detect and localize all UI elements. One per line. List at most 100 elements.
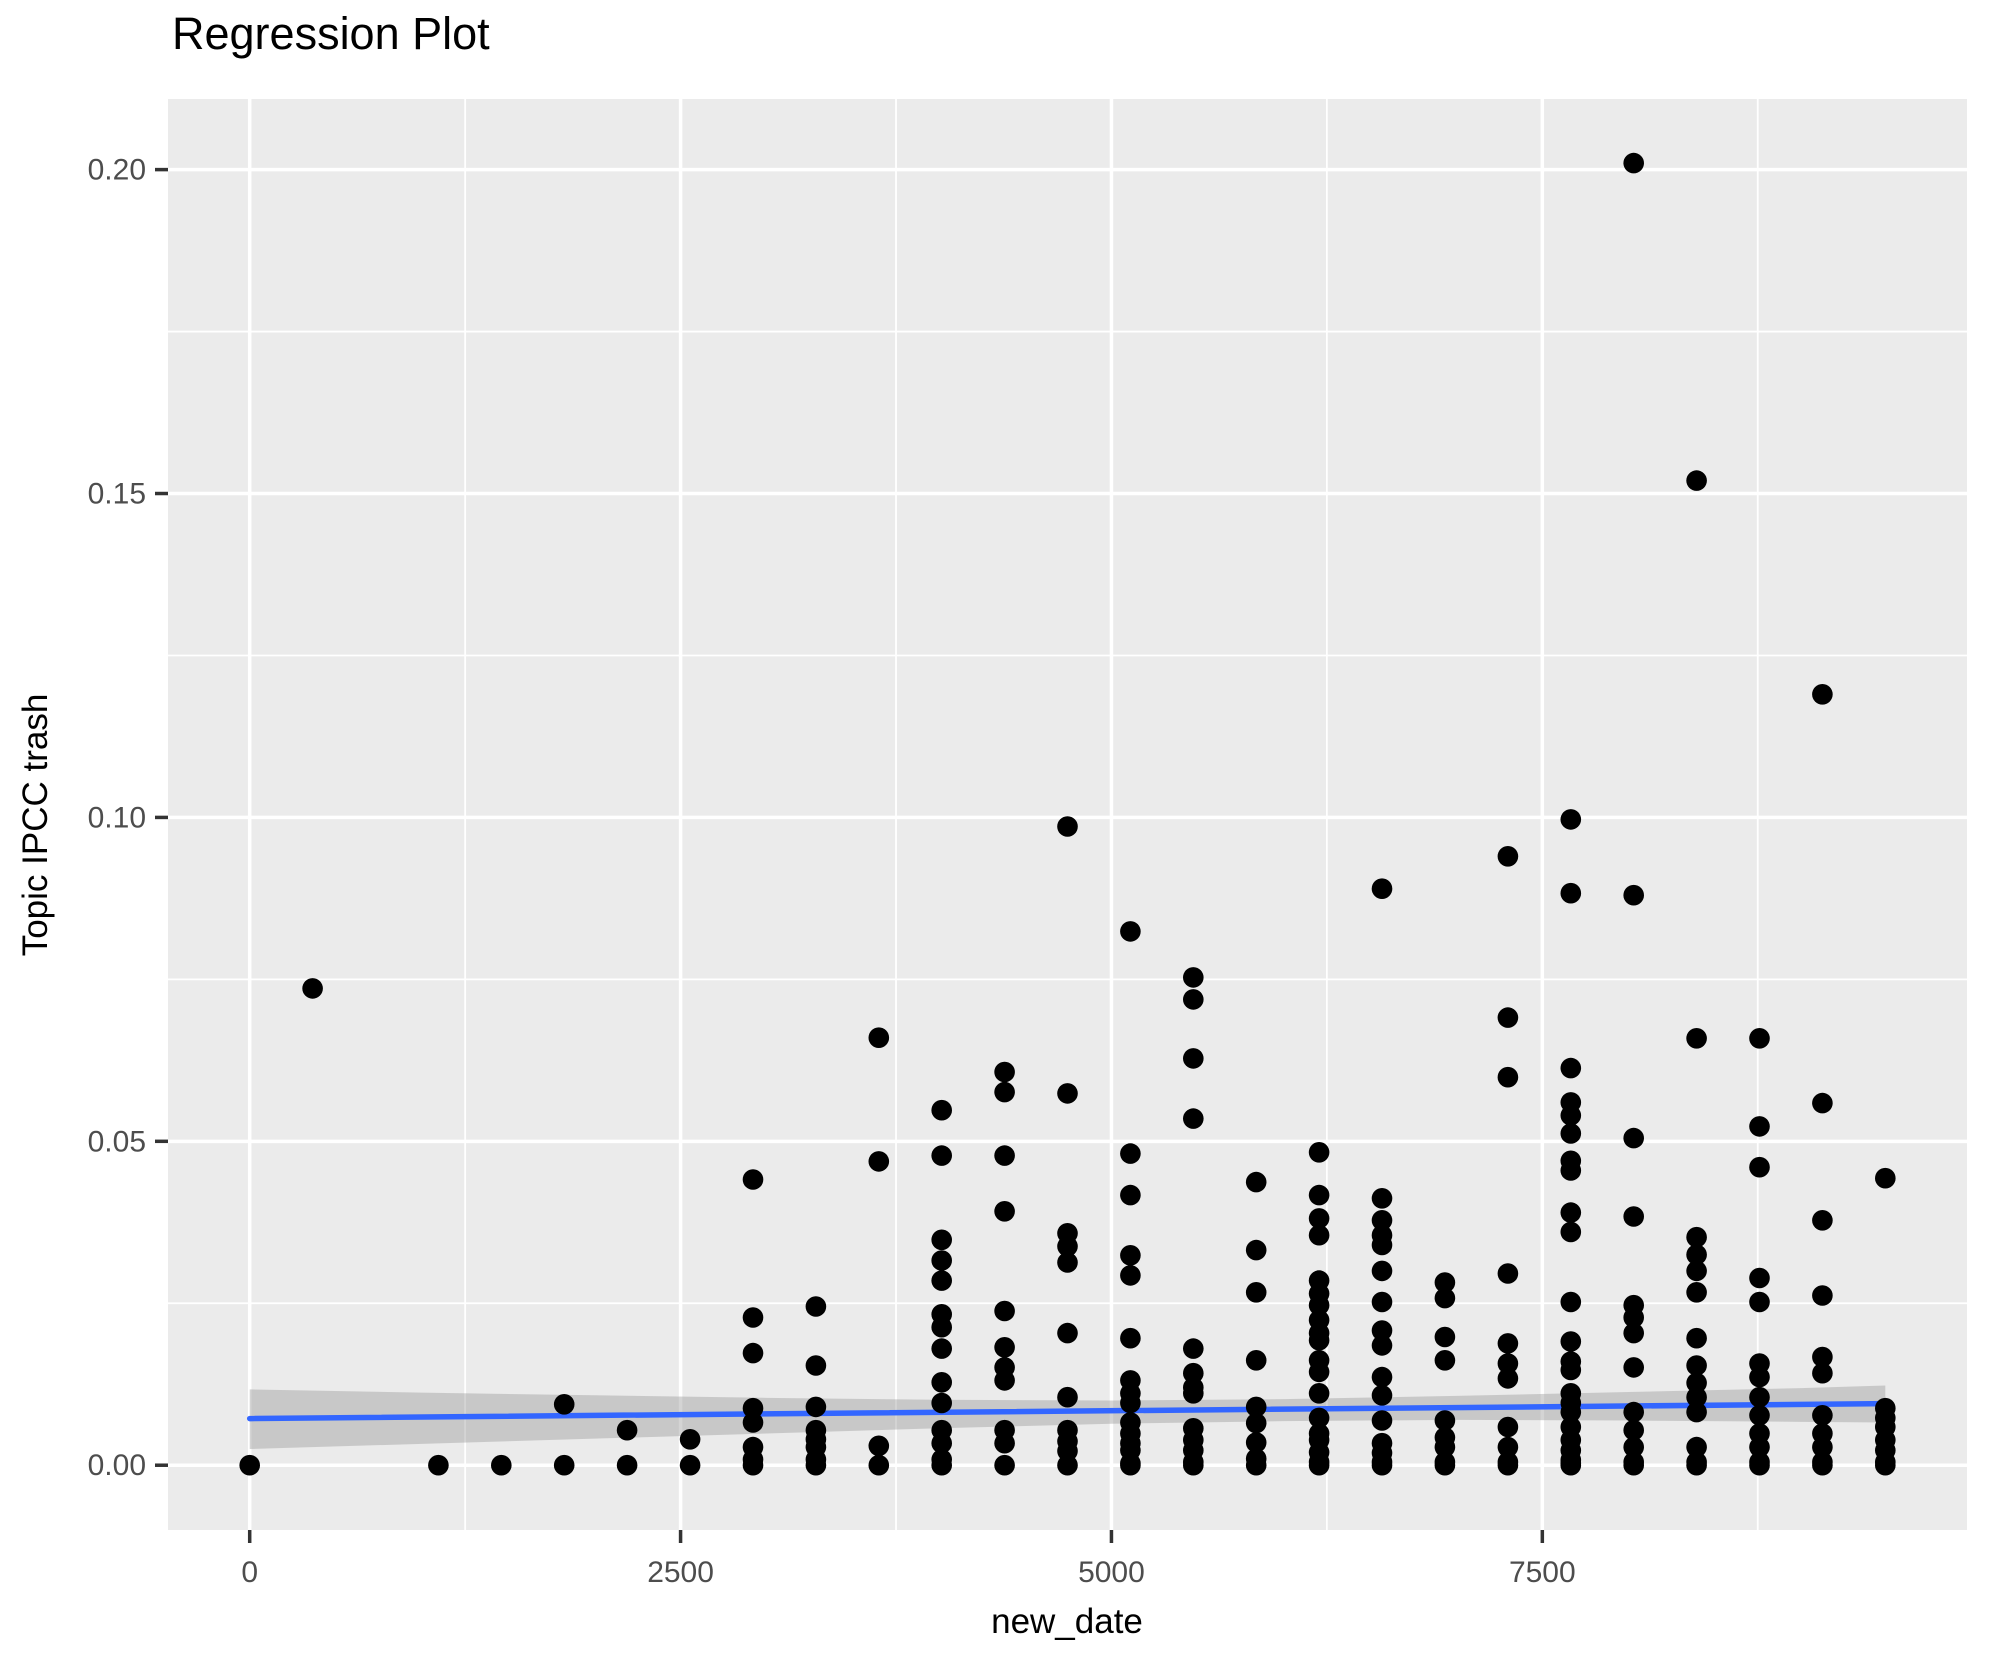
y-tick-label: 0.10 [88,801,146,834]
data-point [1245,1432,1267,1453]
data-point [1560,1105,1582,1126]
data-point [805,1396,827,1418]
data-point [1434,1436,1456,1458]
data-point [1183,1383,1204,1404]
data-point [1057,816,1078,837]
data-point [1308,1184,1330,1206]
data-point [1686,1454,1707,1476]
data-point [1434,1350,1456,1371]
data-point [994,1300,1015,1322]
data-point [1812,1405,1833,1426]
data-point [1623,884,1644,906]
data-point [1057,1236,1078,1257]
data-point [1749,1405,1770,1426]
data-point [1749,1436,1770,1458]
data-point [1434,1410,1456,1431]
data-point [931,1432,952,1454]
x-tick-label: 7500 [1509,1556,1576,1589]
data-point [931,1392,952,1414]
data-point [1120,1265,1141,1286]
x-tick-label: 2500 [647,1556,714,1589]
data-point [1749,1291,1770,1313]
data-point [1120,1454,1141,1476]
data-point [1875,1454,1896,1476]
data-point [1497,1333,1519,1354]
data-point [1623,1436,1644,1458]
data-point [1120,1392,1141,1414]
data-point [1497,1353,1519,1374]
data-point [1245,1454,1267,1476]
data-point [1623,1357,1644,1378]
data-point [1749,1267,1770,1289]
data-point [302,978,323,999]
data-point [931,1454,952,1476]
data-point [1560,1202,1582,1223]
data-point [1371,1454,1393,1476]
data-point [1245,1412,1267,1434]
data-point [1749,1386,1770,1408]
data-point [931,1099,952,1121]
data-point [1371,1291,1393,1313]
data-point [1057,1252,1078,1273]
data-point [1623,1419,1644,1441]
data-point [1686,1260,1707,1282]
data-point [1623,152,1644,174]
data-point [1308,1294,1330,1316]
data-point [994,1081,1015,1103]
data-point [1245,1282,1267,1303]
data-point [1749,1028,1770,1049]
data-point [1560,1160,1582,1181]
data-point [1686,1327,1707,1349]
data-point [1371,1385,1393,1406]
data-point [994,1201,1015,1222]
data-point [1497,1416,1519,1438]
data-point [1434,1287,1456,1309]
x-tick-label: 0 [241,1556,258,1589]
data-point [1183,967,1204,988]
scatter-points [239,152,1896,1476]
data-point [679,1454,701,1476]
data-point [491,1454,512,1476]
data-point [1434,1326,1456,1348]
data-point [1497,846,1519,867]
data-point [1371,1210,1393,1231]
y-tick-label: 0.00 [88,1449,146,1482]
data-point [1120,921,1141,942]
data-point [1623,1127,1644,1149]
panel-background [168,99,1967,1530]
data-point [1308,1361,1330,1383]
y-tick-label: 0.20 [88,154,146,187]
data-point [1308,1224,1330,1246]
data-point [1686,470,1707,491]
data-point [742,1169,764,1190]
data-point [1057,1083,1078,1104]
minor-gridlines [168,99,1967,1530]
data-point [868,1435,890,1457]
data-point [931,1338,952,1359]
data-point [994,1337,1015,1358]
data-point [1497,1007,1519,1028]
data-point [1749,1366,1770,1388]
data-point [1686,1386,1707,1408]
data-point [616,1419,638,1441]
data-point [931,1270,952,1291]
data-point [742,1397,764,1419]
data-point [1245,1396,1267,1418]
data-point [1686,1282,1707,1303]
data-point [1875,1167,1896,1189]
data-point [679,1429,701,1450]
regression-line [246,1400,1889,1422]
data-point [1371,1188,1393,1209]
data-point [1057,1454,1078,1476]
x-axis-title: new_date [991,1602,1143,1641]
data-point [1623,1454,1644,1476]
data-point [1308,1142,1330,1163]
y-tick-label: 0.15 [88,478,146,511]
data-point [994,1370,1015,1391]
data-point [1120,1184,1141,1206]
data-point [1812,1362,1833,1384]
data-point [742,1454,764,1476]
data-point [1371,878,1393,899]
data-point [1183,1454,1204,1476]
data-point [1497,1263,1519,1284]
